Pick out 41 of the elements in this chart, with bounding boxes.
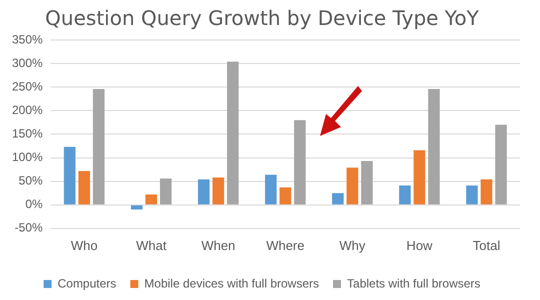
y-tick-label: 100%: [12, 150, 44, 164]
bar: [294, 120, 306, 204]
y-tick-label: 0%: [25, 197, 44, 212]
y-tick-label: 200%: [12, 102, 44, 117]
legend-label: Tablets with full browsers: [347, 276, 480, 290]
bar: [145, 194, 158, 204]
x-tick-label: Total: [472, 238, 500, 253]
x-tick-label: Where: [266, 238, 304, 253]
x-tick-label: How: [406, 238, 434, 253]
y-tick-label: 350%: [12, 32, 44, 46]
bar: [130, 205, 143, 210]
bar: [361, 161, 373, 204]
x-tick-label: When: [201, 238, 236, 253]
bar: [466, 186, 478, 204]
bar: [428, 88, 440, 204]
y-tick-label: -50%: [14, 220, 44, 235]
legend-label: Mobile devices with full browsers: [144, 276, 320, 290]
bar: [92, 88, 105, 204]
bar: [480, 179, 492, 204]
bar: [212, 178, 224, 204]
chart-title: Question Query Growth by Device Type YoY: [45, 6, 480, 30]
x-tick-label: Why: [339, 238, 366, 253]
y-tick-label: 50%: [18, 174, 44, 188]
y-tick-label: 150%: [12, 126, 44, 141]
bar: [227, 62, 239, 204]
bar: [346, 168, 358, 204]
bar: [198, 179, 210, 204]
bar: [332, 193, 344, 204]
bar: [265, 174, 277, 204]
x-tick-label: What: [136, 238, 167, 253]
bar: [160, 178, 172, 204]
bar: [414, 150, 426, 204]
bar: [78, 170, 90, 204]
y-tick-label: 250%: [12, 79, 44, 94]
bar: [64, 146, 76, 204]
legend-label: Computers: [58, 276, 116, 290]
x-tick-label: Who: [70, 238, 98, 253]
bar: [280, 187, 292, 204]
bar: [495, 124, 507, 204]
y-tick-label: 300%: [12, 56, 44, 70]
bar: [399, 186, 411, 204]
